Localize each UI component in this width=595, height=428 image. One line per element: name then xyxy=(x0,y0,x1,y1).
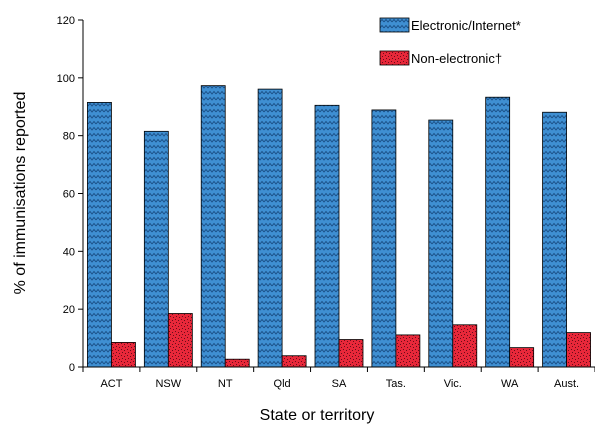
legend-swatch-electronic xyxy=(379,17,410,33)
legend-label-non-electronic: Non-electronic† xyxy=(411,51,502,66)
bar-electronic-nt xyxy=(200,85,226,368)
bar-electronic-sa xyxy=(314,104,340,368)
y-tick-label: 80 xyxy=(63,131,75,143)
y-axis: 0 20 40 60 80 100 120 xyxy=(57,15,84,374)
x-tick-label: Vic. xyxy=(444,378,462,390)
x-tick-label: Qld xyxy=(274,378,291,390)
x-tick-label: WA xyxy=(501,378,519,390)
bar-non-electronic-act xyxy=(111,342,136,368)
x-tick-label: NSW xyxy=(155,378,181,390)
x-axis: ACT NSW NT Qld SA Tas. Vic. WA Aust. xyxy=(82,366,595,390)
x-tick-label: SA xyxy=(332,378,347,390)
bar-non-electronic-tas xyxy=(395,334,421,368)
bar-non-electronic-vic xyxy=(452,324,478,368)
y-axis-title: % of immunisations reported xyxy=(12,92,29,295)
bar-non-electronic-aust xyxy=(566,332,591,368)
y-tick-label: 120 xyxy=(57,15,75,27)
y-tick-label: 100 xyxy=(57,73,75,85)
bar-non-electronic-qld xyxy=(281,355,307,368)
bar-electronic-tas xyxy=(371,109,397,368)
bars xyxy=(87,85,591,368)
y-tick-label: 0 xyxy=(69,362,75,374)
bar-non-electronic-nsw xyxy=(167,313,193,368)
legend-label-electronic: Electronic/Internet* xyxy=(411,18,521,33)
bar-electronic-nsw xyxy=(143,130,169,368)
x-tick-label: ACT xyxy=(100,378,122,390)
bar-electronic-act xyxy=(87,102,112,368)
bar-electronic-qld xyxy=(257,88,283,368)
x-tick-label: NT xyxy=(218,378,233,390)
x-tick-label: Aust. xyxy=(554,378,579,390)
bar-non-electronic-wa xyxy=(509,347,535,368)
bar-non-electronic-sa xyxy=(338,339,364,368)
bar-non-electronic-nt xyxy=(224,358,250,368)
x-tick-label: Tas. xyxy=(386,378,406,390)
x-axis-title: State or territory xyxy=(260,407,375,424)
legend-swatch-non-electronic xyxy=(379,50,410,66)
y-tick-label: 40 xyxy=(63,246,75,258)
bar-electronic-wa xyxy=(485,96,511,368)
bar-electronic-vic xyxy=(428,119,454,368)
y-tick-label: 60 xyxy=(63,189,75,201)
legend: Electronic/Internet* Non-electronic† xyxy=(379,17,521,66)
y-tick-label: 20 xyxy=(63,304,75,316)
bar-electronic-aust xyxy=(542,111,567,368)
